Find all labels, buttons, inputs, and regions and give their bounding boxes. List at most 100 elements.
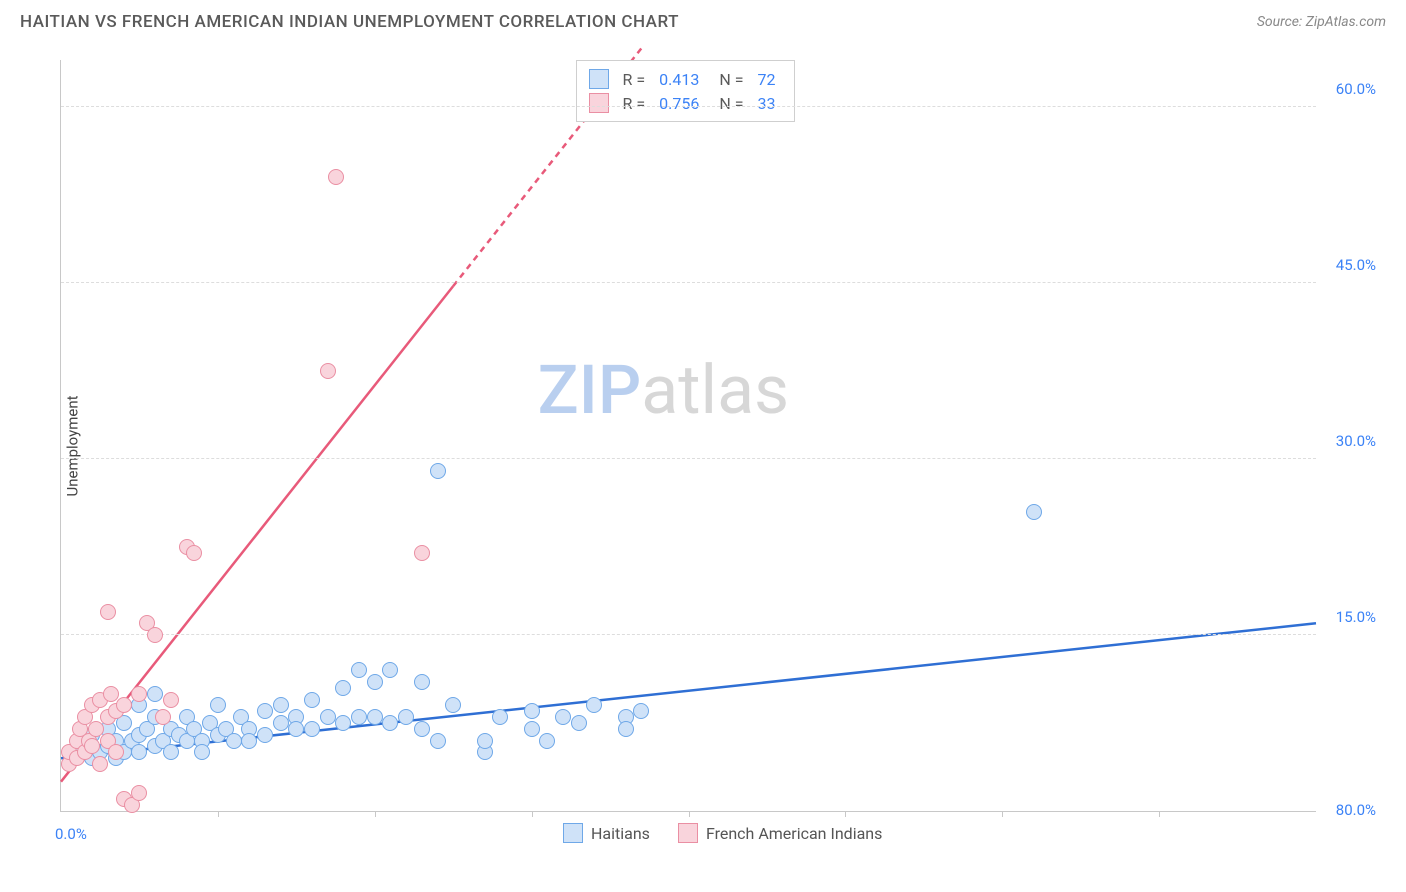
legend-label: French American Indians	[706, 824, 882, 843]
scatter-point	[335, 680, 351, 696]
n-label: N =	[719, 70, 743, 89]
chart-source: Source: ZipAtlas.com	[1257, 14, 1386, 30]
scatter-point	[477, 733, 493, 749]
scatter-point	[586, 697, 602, 713]
x-tick	[689, 811, 690, 817]
scatter-point	[571, 715, 587, 731]
scatter-point	[351, 662, 367, 678]
scatter-point	[186, 545, 202, 561]
n-value: 33	[758, 94, 776, 113]
legend-swatch	[589, 69, 609, 89]
scatter-point	[618, 721, 634, 737]
grid-line	[61, 458, 1316, 459]
scatter-point	[163, 692, 179, 708]
scatter-point	[414, 545, 430, 561]
x-origin-label: 0.0%	[55, 825, 87, 843]
y-tick-label: 15.0%	[1336, 608, 1376, 626]
x-tick	[532, 811, 533, 817]
bottom-legend-item: Haitians	[563, 823, 650, 843]
scatter-point	[1026, 504, 1042, 520]
watermark-atlas: atlas	[641, 350, 789, 430]
scatter-point	[92, 756, 108, 772]
legend-stats-box: R = 0.413 N = 72 R = 0.756 N = 33	[576, 60, 795, 122]
scatter-point	[414, 674, 430, 690]
n-value: 72	[758, 70, 776, 89]
scatter-point	[241, 733, 257, 749]
y-tick-label: 60.0%	[1336, 80, 1376, 98]
x-tick	[1002, 811, 1003, 817]
watermark-zip: ZIP	[538, 350, 642, 430]
scatter-point	[539, 733, 555, 749]
legend-stats-row: R = 0.756 N = 33	[589, 91, 782, 115]
legend-stats-row: R = 0.413 N = 72	[589, 67, 782, 91]
scatter-point	[351, 709, 367, 725]
scatter-point	[398, 709, 414, 725]
x-tick	[375, 811, 376, 817]
bottom-legend-item: French American Indians	[678, 823, 882, 843]
scatter-point	[328, 169, 344, 185]
scatter-point	[382, 715, 398, 731]
scatter-point	[445, 697, 461, 713]
scatter-point	[367, 674, 383, 690]
x-max-label: 80.0%	[1336, 801, 1376, 819]
scatter-point	[430, 733, 446, 749]
scatter-point	[210, 697, 226, 713]
scatter-point	[226, 733, 242, 749]
scatter-point	[163, 744, 179, 760]
scatter-point	[116, 697, 132, 713]
watermark: ZIPatlas	[538, 350, 790, 430]
y-tick-label: 45.0%	[1336, 256, 1376, 274]
trend-lines	[61, 60, 1316, 811]
scatter-point	[414, 721, 430, 737]
scatter-point	[555, 709, 571, 725]
scatter-point	[524, 703, 540, 719]
bottom-legend: Haitians French American Indians	[563, 823, 882, 843]
grid-line	[61, 634, 1316, 635]
x-tick	[218, 811, 219, 817]
r-value: 0.413	[659, 70, 699, 89]
scatter-point	[633, 703, 649, 719]
scatter-point	[273, 697, 289, 713]
plot-area: ZIPatlas R =0.413N =72R =0.756N =33 Hait…	[60, 60, 1316, 812]
scatter-point	[273, 715, 289, 731]
chart-title: HAITIAN VS FRENCH AMERICAN INDIAN UNEMPL…	[20, 12, 679, 32]
scatter-point	[131, 744, 147, 760]
grid-line	[61, 106, 1316, 107]
scatter-point	[288, 721, 304, 737]
chart-container: Unemployment ZIPatlas R =0.413N =72R =0.…	[50, 50, 1386, 842]
chart-header: HAITIAN VS FRENCH AMERICAN INDIAN UNEMPL…	[0, 0, 1406, 40]
scatter-point	[492, 709, 508, 725]
scatter-point	[84, 738, 100, 754]
scatter-point	[100, 604, 116, 620]
r-label: R =	[623, 70, 646, 89]
scatter-point	[335, 715, 351, 731]
legend-swatch	[678, 823, 698, 843]
grid-line	[61, 282, 1316, 283]
scatter-point	[382, 662, 398, 678]
scatter-point	[367, 709, 383, 725]
scatter-point	[155, 709, 171, 725]
scatter-point	[131, 785, 147, 801]
legend-label: Haitians	[591, 824, 650, 843]
scatter-point	[524, 721, 540, 737]
scatter-point	[147, 686, 163, 702]
scatter-point	[320, 709, 336, 725]
n-label: N =	[719, 94, 743, 113]
legend-swatch	[563, 823, 583, 843]
y-tick-label: 30.0%	[1336, 432, 1376, 450]
scatter-point	[304, 692, 320, 708]
r-value: 0.756	[659, 94, 699, 113]
scatter-point	[147, 627, 163, 643]
scatter-point	[304, 721, 320, 737]
scatter-point	[108, 744, 124, 760]
x-tick	[1159, 811, 1160, 817]
scatter-point	[320, 363, 336, 379]
scatter-point	[131, 686, 147, 702]
scatter-point	[430, 463, 446, 479]
scatter-point	[257, 727, 273, 743]
legend-swatch	[589, 93, 609, 113]
r-label: R =	[623, 94, 646, 113]
scatter-point	[257, 703, 273, 719]
x-tick	[845, 811, 846, 817]
scatter-point	[194, 744, 210, 760]
